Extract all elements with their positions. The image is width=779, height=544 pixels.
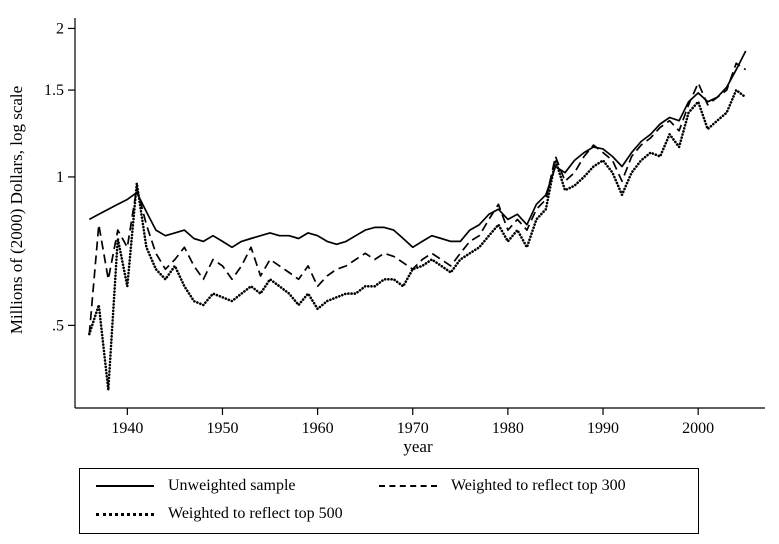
x-tick-label: 1990 bbox=[587, 420, 619, 437]
legend: Unweighted sample Weighted to reflect to… bbox=[79, 468, 699, 534]
y-tick-label: 2 bbox=[56, 20, 64, 37]
y-tick-label: 1.5 bbox=[44, 82, 64, 99]
solid-line-sample bbox=[96, 485, 154, 487]
dashed-line-sample bbox=[378, 485, 437, 487]
series-line-dashed bbox=[88, 62, 747, 335]
x-tick-label: 1980 bbox=[492, 420, 524, 437]
y-axis-label: Millions of (2000) Dollars, log scale bbox=[7, 86, 26, 334]
legend-item-top500: Weighted to reflect top 500 bbox=[96, 505, 379, 523]
legend-item-unweighted: Unweighted sample bbox=[96, 477, 379, 495]
series-line-solid bbox=[88, 50, 747, 249]
series-line-dotted bbox=[88, 88, 748, 392]
y-tick-label: 1 bbox=[56, 169, 64, 186]
x-tick-label: 1960 bbox=[302, 420, 334, 437]
x-tick-label: 1970 bbox=[397, 420, 429, 437]
x-axis-label: year bbox=[403, 437, 433, 456]
x-tick-label: 1950 bbox=[206, 420, 238, 437]
series-layer bbox=[88, 50, 748, 392]
legend-item-top300: Weighted to reflect top 300 bbox=[378, 477, 698, 495]
legend-label: Weighted to reflect top 500 bbox=[168, 505, 343, 522]
y-tick-label: .5 bbox=[52, 317, 64, 334]
dotted-line-sample bbox=[96, 512, 154, 516]
plot-svg: Millions of (2000) Dollars, log scale ye… bbox=[7, 18, 765, 456]
legend-label: Weighted to reflect top 300 bbox=[450, 477, 626, 494]
legend-label: Unweighted sample bbox=[168, 477, 296, 494]
x-tick-label: 2000 bbox=[682, 420, 714, 437]
x-tick-label: 1940 bbox=[111, 420, 143, 437]
